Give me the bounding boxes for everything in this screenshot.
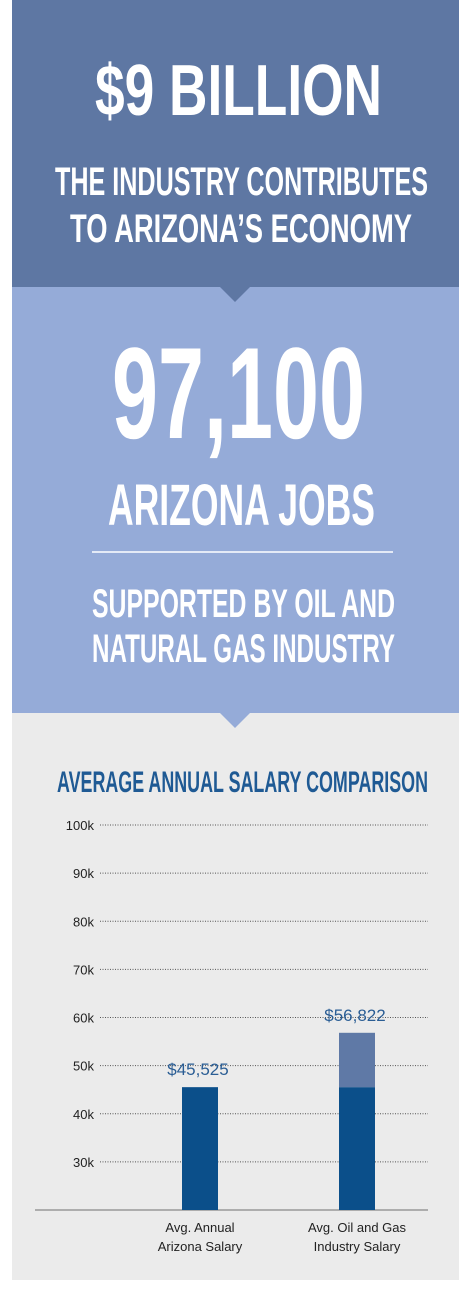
y-tick-label: 100k (66, 818, 95, 833)
y-tick-label: 90k (73, 866, 94, 881)
headline: $9 BILLION (95, 51, 382, 131)
y-tick-label: 80k (73, 914, 94, 929)
chart: 30k 40k 50k 60k 70k 80k 90k 100k $45,525 Avg. Ann… (35, 818, 428, 1254)
bar-difference (339, 1032, 375, 1088)
jobs-count: 97,100 (112, 320, 365, 466)
bar (182, 1087, 218, 1210)
y-tick-label: 40k (73, 1107, 94, 1122)
value-label: $45,525 (167, 1060, 228, 1079)
chart-panel (12, 713, 459, 1280)
bar-base (339, 1087, 375, 1210)
jobs-panel (12, 287, 459, 713)
jobs-label: ARIZONA JOBS (108, 473, 375, 538)
jobs-text: SUPPORTED BY OIL AND (92, 582, 395, 626)
y-tick-label: 50k (73, 1059, 94, 1074)
y-tick-label: 70k (73, 962, 94, 977)
pointer (220, 713, 250, 728)
jobs-text: NATURAL GAS INDUSTRY (92, 627, 395, 671)
x-tick-label: Avg. Oil and Gas Industry Salary (308, 1220, 407, 1254)
y-tick-label: 30k (73, 1155, 94, 1170)
subhead: TO ARIZONA’S ECONOMY (70, 207, 412, 251)
value-label: $56,822 (324, 1006, 385, 1025)
y-tick-label: 60k (73, 1011, 94, 1026)
chart-title: AVERAGE ANNUAL SALARY COMPARISON (57, 766, 428, 799)
pointer (220, 287, 250, 302)
banner-panel (12, 0, 459, 287)
x-tick-label: Avg. Annual Arizona Salary (158, 1220, 243, 1254)
subhead: THE INDUSTRY CONTRIBUTES (55, 160, 428, 204)
